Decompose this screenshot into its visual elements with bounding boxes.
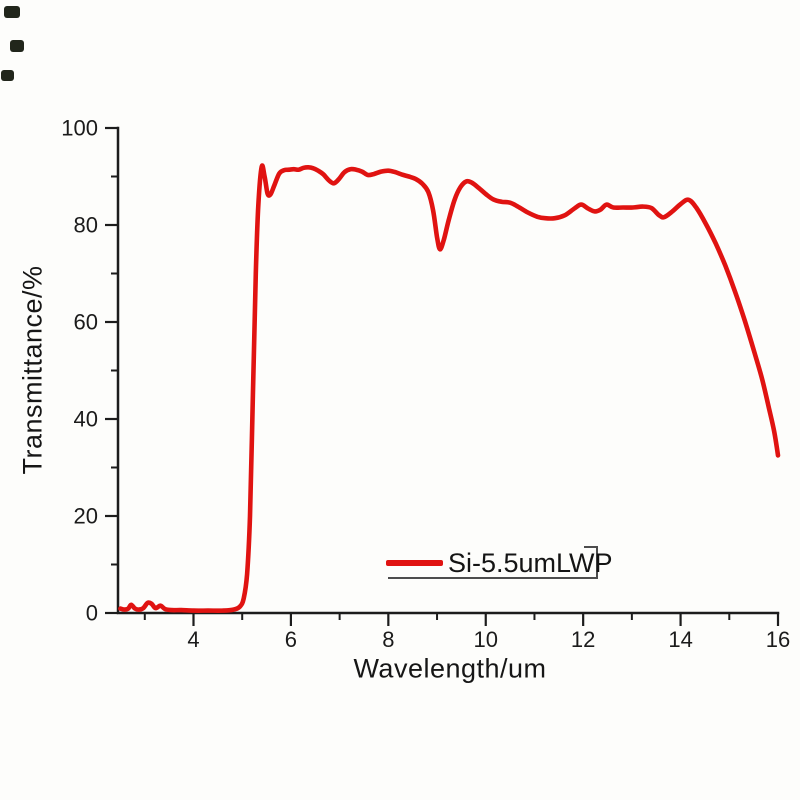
x-tick-label: 14 (668, 627, 692, 652)
y-tick-label: 60 (74, 310, 98, 335)
x-tick-label: 10 (474, 627, 498, 652)
y-tick-label: 20 (74, 504, 98, 529)
legend-line-swatch (386, 560, 443, 566)
legend-box-top-edge (584, 546, 596, 548)
corner-artifact-mark (1, 70, 14, 81)
x-tick-label: 8 (382, 627, 394, 652)
corner-artifact-mark (4, 6, 20, 18)
legend-label: Si-5.5umLWP (448, 548, 613, 578)
legend-box (388, 546, 598, 579)
x-tick-label: 16 (766, 627, 790, 652)
y-axis-title: Transmittance/% (17, 265, 48, 475)
axes-frame (116, 126, 780, 615)
x-axis-title: Wavelength/um (353, 653, 547, 684)
y-tick-label: 100 (61, 116, 98, 141)
corner-artifact-mark (10, 40, 24, 52)
y-tick-label: 40 (74, 407, 98, 432)
y-tick-label: 0 (86, 601, 98, 626)
y-tick-label: 80 (74, 213, 98, 238)
x-tick-label: 4 (187, 627, 199, 652)
x-tick-label: 6 (285, 627, 297, 652)
transmittance-curve (118, 163, 781, 613)
x-tick-label: 12 (571, 627, 595, 652)
